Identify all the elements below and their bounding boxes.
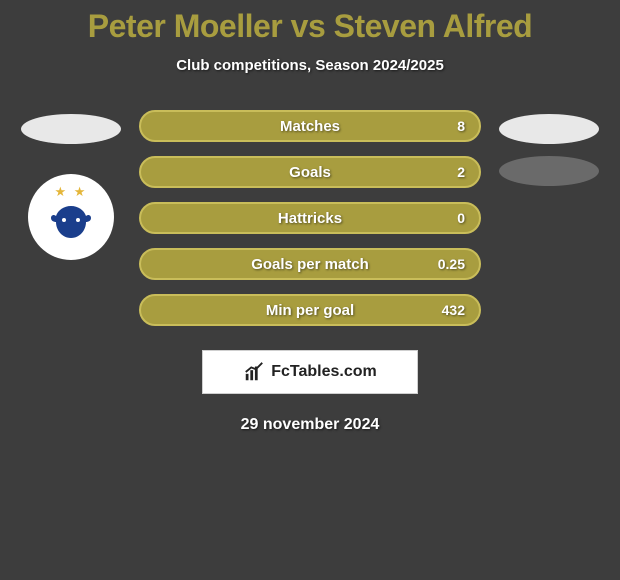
stat-bar-goals: Goals 2 [139,156,481,188]
stat-value-right: 2 [457,164,465,180]
lion-icon [46,202,96,242]
right-column [499,110,599,186]
stat-bar-goals-per-match: Goals per match 0.25 [139,248,481,280]
left-column: ★ ★ [21,110,121,260]
stat-label: Min per goal [266,302,354,319]
stat-label: Matches [280,118,340,135]
comparison-widget: Peter Moeller vs Steven Alfred Club comp… [0,0,620,434]
content-row: ★ ★ Matches 8 Goals 2 Hattricks 0 [0,110,620,326]
brand-text: FcTables.com [271,363,377,381]
left-player-placeholder [21,114,121,144]
club-stars: ★ ★ [55,184,88,200]
stat-label: Goals per match [251,256,369,273]
stat-bar-hattricks: Hattricks 0 [139,202,481,234]
brand-box[interactable]: FcTables.com [202,350,418,394]
left-club-badge: ★ ★ [28,174,114,260]
stat-bars: Matches 8 Goals 2 Hattricks 0 Goals per … [139,110,481,326]
chart-icon [243,361,265,383]
stat-bar-matches: Matches 8 [139,110,481,142]
stat-value-right: 8 [457,118,465,134]
stat-label: Hattricks [278,210,342,227]
stat-value-right: 0.25 [438,256,465,272]
page-title: Peter Moeller vs Steven Alfred [0,8,620,45]
stat-value-right: 432 [442,302,465,318]
right-player-placeholder [499,114,599,144]
stat-bar-min-per-goal: Min per goal 432 [139,294,481,326]
subtitle: Club competitions, Season 2024/2025 [0,57,620,74]
stat-label: Goals [289,164,331,181]
right-club-placeholder [499,156,599,186]
stat-value-right: 0 [457,210,465,226]
date-text: 29 november 2024 [0,416,620,434]
